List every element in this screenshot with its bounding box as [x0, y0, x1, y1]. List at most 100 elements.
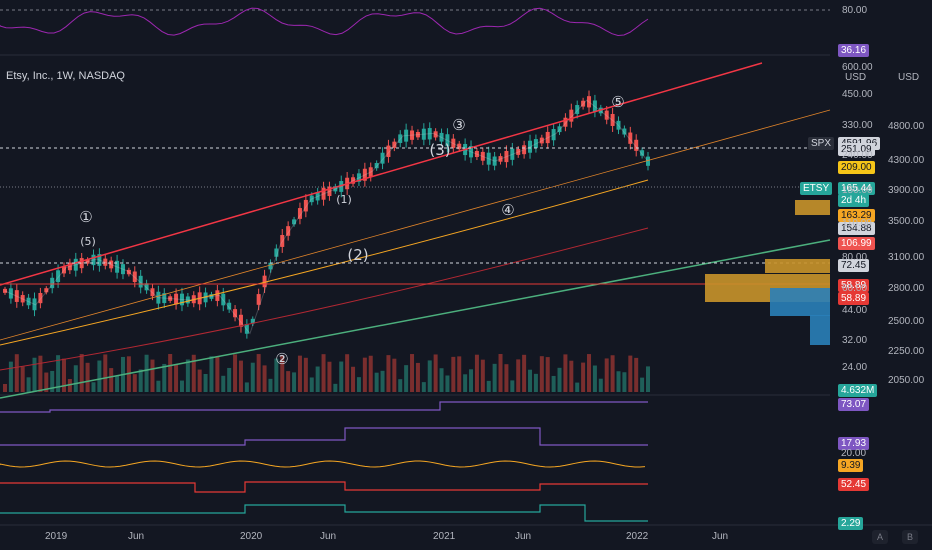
price-tag: 2d 4h [838, 194, 870, 207]
volume-bar [38, 355, 43, 392]
volume-bar [386, 355, 391, 392]
volume-bar [286, 371, 291, 392]
volume-bar [339, 361, 344, 392]
volume-profile-bar [770, 288, 830, 316]
index-tick: 2800.00 [888, 283, 925, 294]
candle-body [457, 143, 462, 150]
candle-body [268, 262, 273, 270]
price-tag: 9.39 [838, 459, 864, 472]
candle-body [510, 148, 515, 160]
candle-body [410, 130, 415, 140]
index-tick: 4800.00 [888, 121, 925, 132]
volume-bar [162, 363, 167, 392]
candle-body [132, 271, 137, 283]
scale-toggle-button[interactable]: A [872, 530, 888, 544]
volume-bar [398, 379, 403, 392]
price-tick: 80.00 [842, 252, 868, 263]
volume-bar [262, 365, 267, 392]
price-tick: 450.00 [842, 89, 873, 100]
volume-bar [634, 357, 639, 392]
volume-bar [587, 354, 592, 392]
candle-body [115, 260, 120, 273]
indicator-4-line [0, 481, 648, 493]
candle-body [168, 296, 173, 301]
candle-body [539, 137, 544, 144]
price-tag: 209.00 [838, 161, 875, 174]
candle-body [622, 128, 627, 135]
candle-body [91, 254, 96, 266]
volume-bar [256, 354, 261, 392]
volume-bar [551, 375, 556, 392]
price-tag: 163.29 [838, 209, 875, 222]
candle-body [315, 192, 320, 201]
candle-body [398, 134, 403, 143]
candle-body [244, 324, 249, 334]
volume-bar [622, 372, 627, 392]
index-tick: 3100.00 [888, 252, 925, 263]
volume-bar [150, 359, 155, 392]
indicator-1-line [0, 401, 648, 413]
index-tick: 2250.00 [888, 346, 925, 357]
volume-bar [26, 377, 31, 392]
volume-bar [368, 355, 373, 392]
candle-body [61, 266, 66, 274]
time-tick: Jun [320, 531, 337, 542]
candle-body [421, 128, 426, 140]
candle-body [203, 292, 208, 303]
price-tag: 165.44 [838, 182, 875, 195]
price-tick: 24.00 [842, 362, 868, 373]
volume-bar [227, 367, 232, 392]
volume-bar [610, 355, 615, 392]
volume-bar [533, 373, 538, 392]
candle-body [604, 110, 609, 120]
time-tick: 2020 [240, 531, 263, 542]
time-tick: 2019 [45, 531, 68, 542]
volume-bar [646, 366, 650, 392]
volume-bar [504, 364, 509, 392]
price-tick: 44.00 [842, 305, 868, 316]
symbol-title: Etsy, Inc., 1W, NASDAQ [6, 70, 125, 82]
channel-mid-line [0, 109, 831, 341]
candle-body [522, 145, 527, 155]
volume-bar [50, 370, 55, 392]
volume-bar [233, 354, 238, 392]
scale-toggle-button[interactable]: B [902, 530, 918, 544]
price-tick: 110.00 [842, 218, 872, 229]
volume-bar [486, 380, 491, 392]
time-tick: 2022 [626, 531, 649, 542]
candle-body [575, 105, 580, 114]
volume-bar [569, 360, 574, 392]
candle-body [221, 293, 226, 306]
candle-body [38, 292, 43, 304]
candle-body [339, 181, 344, 192]
candle-body [297, 208, 302, 219]
candle-body [109, 260, 114, 269]
price-tick: 240.00 [842, 150, 873, 161]
candle-body [138, 275, 143, 288]
volume-bar [333, 383, 338, 392]
volume-bar [480, 359, 485, 392]
candle-body [250, 318, 255, 324]
candle-body [8, 288, 13, 299]
volume-bar [557, 367, 562, 392]
volume-bar [56, 355, 61, 392]
volume-bar [421, 382, 426, 392]
candle-body [474, 150, 479, 158]
candle-body [215, 290, 220, 301]
index-tick: 3900.00 [888, 185, 925, 196]
candle-body [504, 150, 509, 163]
volume-bar [351, 366, 356, 392]
time-tick: Jun [712, 531, 729, 542]
candle-body [592, 100, 597, 112]
volume-bar [3, 384, 7, 392]
candle-body [427, 128, 432, 140]
candle-body [185, 296, 190, 304]
volume-bar [410, 354, 415, 392]
wave-label: ④ [501, 201, 514, 219]
candle-body [97, 254, 102, 266]
wave-label: ② [275, 350, 288, 368]
volume-bar [97, 360, 102, 392]
volume-bar [598, 378, 603, 392]
candle-body [356, 173, 361, 182]
